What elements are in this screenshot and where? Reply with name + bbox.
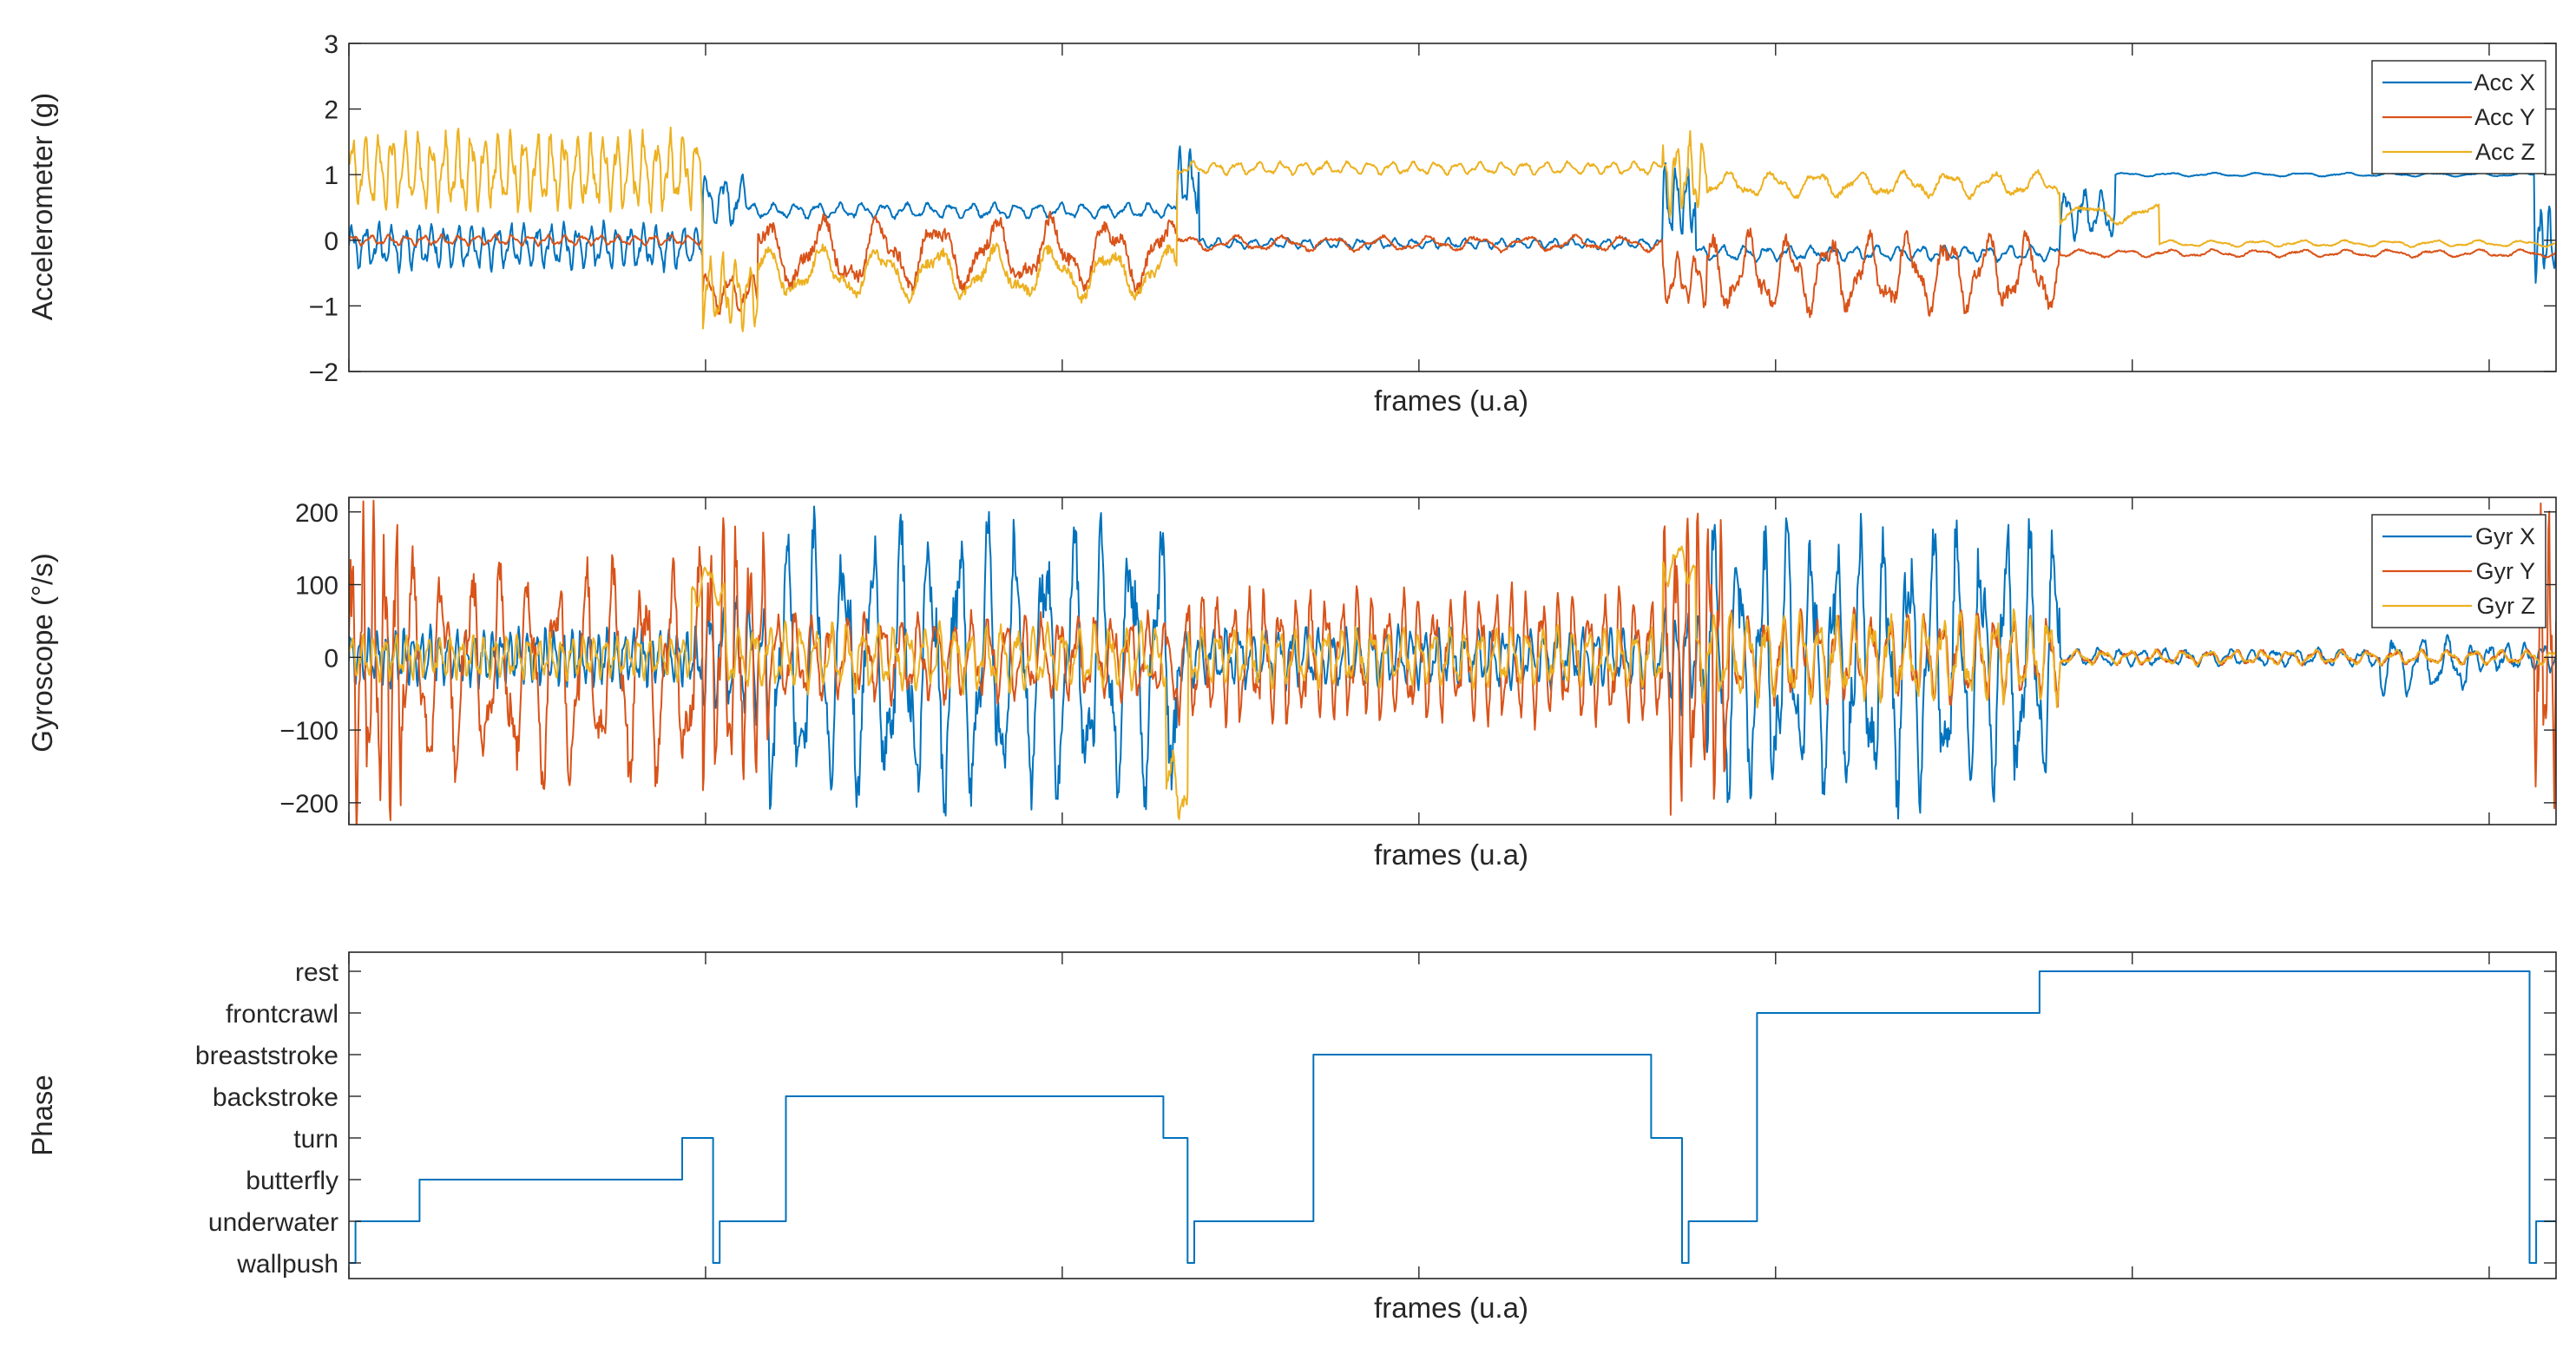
plot-frame (348, 951, 2557, 1279)
legend-label-acc-y: Acc Y (2474, 104, 2535, 130)
y-tick-label: 100 (295, 572, 338, 601)
series-line-gyr-y (349, 499, 2556, 825)
legend-label-gyr-x: Gyr X (2475, 523, 2535, 549)
series-line-phase (349, 970, 2556, 1264)
phase-x-label: frames (u.a) (1374, 1292, 1528, 1324)
y-tick-label: −2 (309, 358, 338, 387)
y-tick-label: backstroke (213, 1083, 338, 1112)
y-tick-label: frontcrawl (226, 1000, 338, 1029)
phase-y-label: Phase (26, 1075, 58, 1156)
series-line-acc-z (349, 126, 2556, 332)
y-tick-label: 0 (324, 644, 338, 673)
series-line-gyr-z (349, 545, 2556, 820)
series-line-acc-y (349, 210, 2556, 319)
phase-panel: Phase frames (u.a) wallpush underwater but… (26, 951, 2557, 1324)
plot-frame (348, 43, 2557, 372)
plot-frame (348, 496, 2557, 825)
y-tick-label: breaststroke (195, 1042, 338, 1070)
series-line-acc-x (349, 145, 2556, 284)
y-tick-label: 3 (324, 30, 338, 59)
y-tick-label: −100 (279, 717, 338, 746)
y-tick-label: underwater (208, 1208, 338, 1237)
legend-label-acc-z: Acc Z (2475, 139, 2535, 165)
y-tick-label: 1 (324, 161, 338, 190)
y-tick-label: 0 (324, 227, 338, 256)
y-tick-label: −1 (309, 293, 338, 321)
legend-label-gyr-z: Gyr Z (2477, 593, 2536, 619)
legend-label-acc-x: Acc X (2474, 69, 2535, 95)
y-tick-label: rest (295, 958, 339, 987)
gyroscope-y-label: Gyroscope (°/s) (26, 553, 58, 753)
y-tick-label: −200 (279, 790, 338, 819)
y-tick-label: 200 (295, 499, 338, 528)
y-tick-label: wallpush (236, 1250, 338, 1279)
legend: Acc X Acc Y Acc Z (2371, 60, 2546, 174)
gyroscope-panel: Gyroscope (°/s) frames (u.a) 200 100 0 −100… (26, 496, 2557, 871)
accelerometer-y-label: Accelerometer (g) (26, 93, 58, 320)
y-tick-label: 2 (324, 96, 338, 125)
y-tick-label: turn (293, 1125, 338, 1154)
gyroscope-x-label: frames (u.a) (1374, 838, 1528, 871)
legend: Gyr X Gyr Y Gyr Z (2371, 514, 2546, 628)
y-tick-label: butterfly (246, 1167, 338, 1195)
legend-label-gyr-y: Gyr Y (2475, 558, 2535, 584)
accelerometer-panel: Accelerometer (g) frames (u.a) 3 2 1 0 −1 −2 A… (26, 30, 2557, 417)
accelerometer-x-label: frames (u.a) (1374, 385, 1528, 417)
